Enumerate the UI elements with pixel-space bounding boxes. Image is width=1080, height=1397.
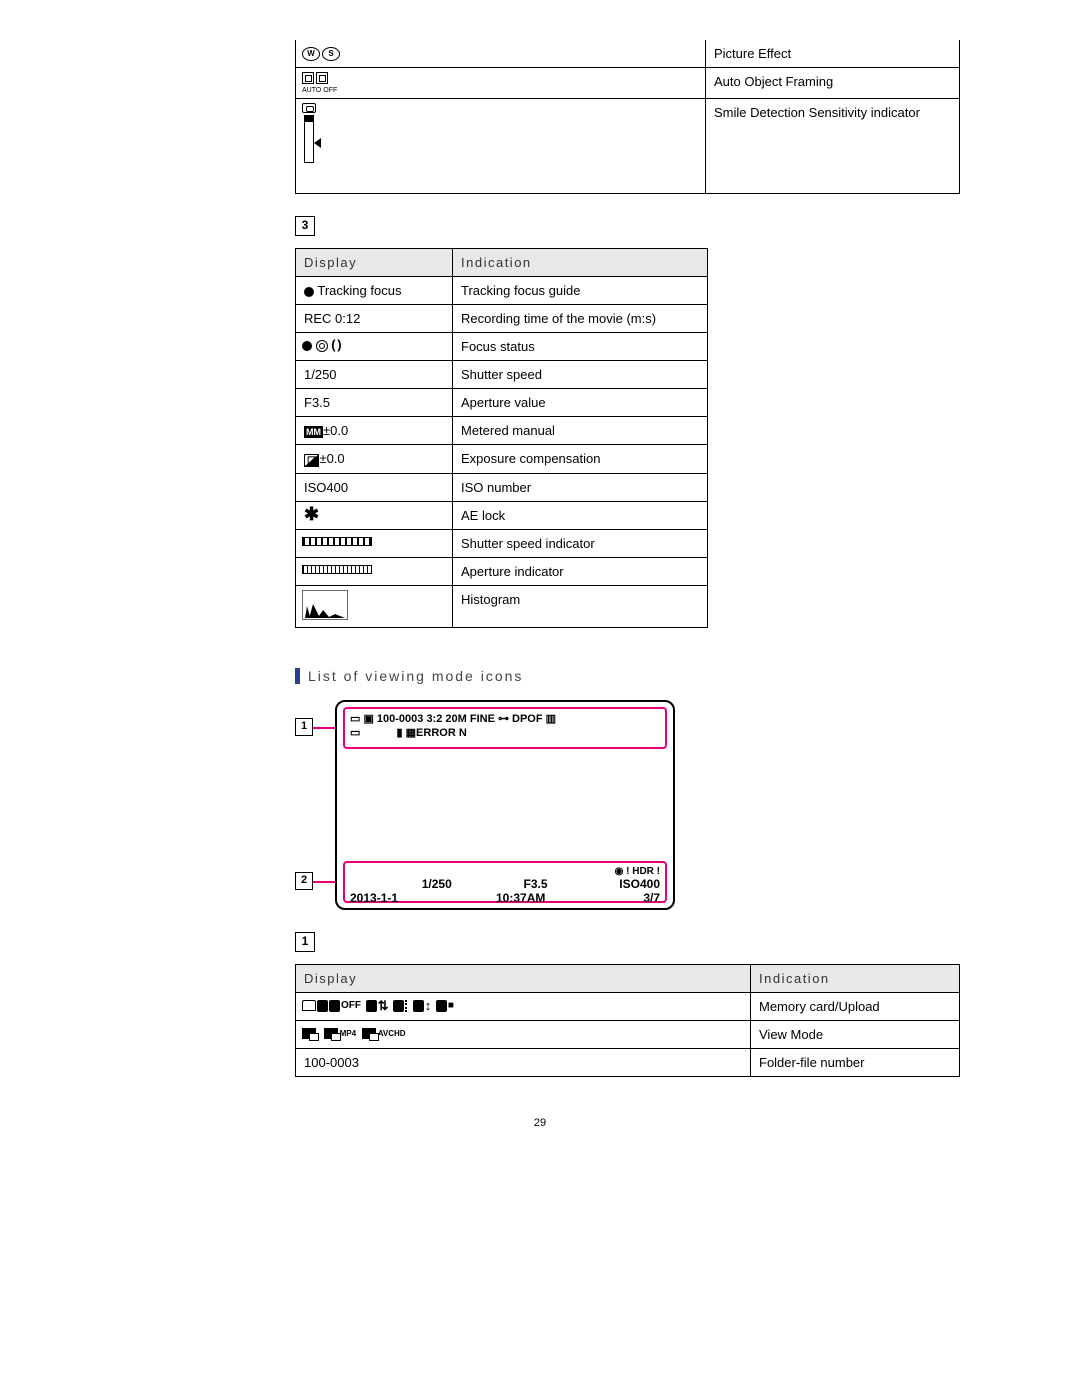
indication-cell: Aperture value <box>453 389 708 417</box>
screen-top-band: ▭ ▣ 100-0003 3:2 20M FINE ⊶ DPOF ▥ ▭ ▮ ▦… <box>343 707 667 749</box>
slider-icon <box>302 103 316 163</box>
indication-cell: Memory card/Upload <box>751 993 960 1021</box>
indication-cell: Shutter speed <box>453 361 708 389</box>
indication-cell: Smile Detection Sensitivity indicator <box>706 99 960 194</box>
section-title-viewing-mode: List of viewing mode icons <box>295 668 1080 684</box>
indication-cell: Picture Effect <box>706 40 960 68</box>
display-indication-table-3: Display Indication OFF ⇅ ↕ ■ Memory card… <box>295 964 960 1077</box>
indication-cell: AE lock <box>453 502 708 530</box>
indication-cell: ISO number <box>453 474 708 502</box>
focus-ring-icon <box>316 340 328 352</box>
display-cell: 100-0003 <box>296 1049 751 1077</box>
indication-cell: Folder-file number <box>751 1049 960 1077</box>
diagram-callout-1: 1 <box>295 718 313 736</box>
histogram-icon <box>302 590 348 620</box>
aperture-scale-icon <box>302 565 372 574</box>
picture-effect-icon-cell: WS <box>296 40 706 68</box>
indication-cell: View Mode <box>751 1021 960 1049</box>
display-cell: F3.5 <box>296 389 453 417</box>
indication-cell: Focus status <box>453 333 708 361</box>
display-cell: MP4 AVCHD <box>296 1021 751 1049</box>
header-display: Display <box>296 249 453 277</box>
framing-icons <box>302 72 330 87</box>
callout-3: 3 <box>295 216 315 236</box>
display-cell: OFF ⇅ ↕ ■ <box>296 993 751 1021</box>
smile-sensitivity-icon-cell <box>296 99 706 194</box>
page-number: 29 <box>0 1117 1080 1129</box>
indication-cell: Exposure compensation <box>453 445 708 474</box>
indication-cell: Recording time of the movie (m:s) <box>453 305 708 333</box>
display-indication-table-2: Display Indication Tracking focus Tracki… <box>295 248 708 628</box>
viewing-mode-diagram: 1 2 ▭ ▣ 100-0003 3:2 20M FINE ⊶ DPOF ▥ ▭… <box>295 700 715 910</box>
callout-1: 1 <box>295 932 315 952</box>
dot-icon <box>304 287 314 297</box>
icon-table-continued: WS Picture Effect AUTO OFF Auto Object F… <box>295 40 960 194</box>
display-cell: ISO400 <box>296 474 453 502</box>
display-cell: ( ) <box>296 333 453 361</box>
display-cell <box>296 530 453 558</box>
display-cell <box>296 586 453 628</box>
shutter-scale-icon <box>302 537 372 546</box>
ae-lock-icon: ✱ <box>304 504 319 524</box>
indication-cell: Auto Object Framing <box>706 68 960 99</box>
focus-dot-icon <box>302 341 312 351</box>
ev-icon: ◪ <box>304 454 319 467</box>
display-cell: ✱ <box>296 502 453 530</box>
screen-bottom-band: ◉ ! HDR ! 1/250 F3.5 ISO400 2013-1-1 10:… <box>343 861 667 903</box>
header-indication: Indication <box>751 965 960 993</box>
display-cell: ◪±0.0 <box>296 445 453 474</box>
view-mode-icons: MP4 AVCHD <box>302 1025 408 1040</box>
display-cell <box>296 558 453 586</box>
display-cell: MM±0.0 <box>296 417 453 445</box>
diagram-callout-2: 2 <box>295 872 313 890</box>
band1-line1: ▭ ▣ 100-0003 3:2 20M FINE ⊶ DPOF ▥ <box>350 712 660 726</box>
header-display: Display <box>296 965 751 993</box>
indication-cell: Shutter speed indicator <box>453 530 708 558</box>
indication-cell: Aperture indicator <box>453 558 708 586</box>
indication-cell: Tracking focus guide <box>453 277 708 305</box>
display-cell: 1/250 <box>296 361 453 389</box>
mm-icon: MM <box>304 426 323 438</box>
display-cell: REC 0:12 <box>296 305 453 333</box>
focus-parens-icon: ( ) <box>331 337 340 352</box>
indication-cell: Metered manual <box>453 417 708 445</box>
indication-cell: Histogram <box>453 586 708 628</box>
auto-object-framing-icon-cell: AUTO OFF <box>296 68 706 99</box>
header-indication: Indication <box>453 249 708 277</box>
picture-effect-icons: WS <box>302 44 342 59</box>
display-cell: Tracking focus <box>296 277 453 305</box>
memory-card-icons: OFF ⇅ ↕ ■ <box>302 997 455 1012</box>
